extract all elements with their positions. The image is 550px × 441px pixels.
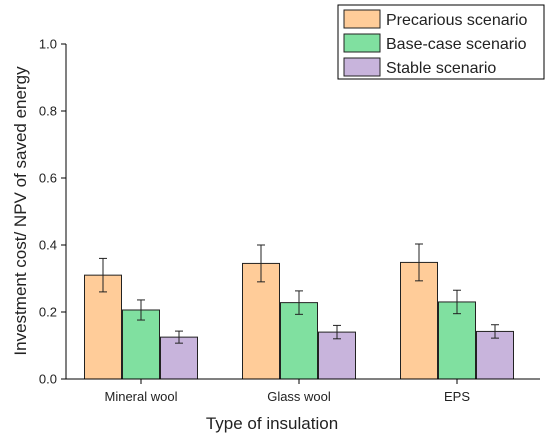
y-tick-label: 0.4: [39, 238, 57, 253]
bars-layer: [84, 243, 514, 380]
bar: [160, 336, 198, 380]
bar: [400, 261, 438, 380]
legend: Precarious scenario Base-case scenario Sta…: [337, 4, 545, 80]
y-tick-label: 1.0: [39, 37, 57, 52]
x-tick-label: Mineral wool: [105, 389, 178, 404]
axes-layer: [65, 44, 540, 380]
y-tick-label: 0.2: [39, 305, 57, 320]
legend-label: Stable scenario: [386, 60, 496, 77]
legend-label: Base-case scenario: [386, 36, 527, 53]
y-tick-label: 0.6: [39, 171, 57, 186]
bar: [476, 330, 514, 380]
bar: [438, 301, 476, 380]
y-tick-label: 0.0: [39, 372, 57, 387]
legend-swatch: [343, 33, 381, 53]
ticks-layer: 0.0 0.2 0.4 0.6 0.8 1.0 Mineral wool Glass wool…: [39, 37, 470, 405]
y-tick-label: 0.8: [39, 104, 57, 119]
bar: [84, 274, 122, 380]
x-tick-label: Glass wool: [267, 389, 331, 404]
legend-swatch: [343, 9, 381, 29]
legend-swatch: [343, 57, 381, 77]
x-tick-label: EPS: [444, 389, 470, 404]
x-axis-title: Type of insulation: [206, 414, 338, 433]
y-axis-title: Investment cost/ NPV of saved energy: [11, 66, 30, 356]
legend-label: Precarious scenario: [386, 12, 528, 29]
